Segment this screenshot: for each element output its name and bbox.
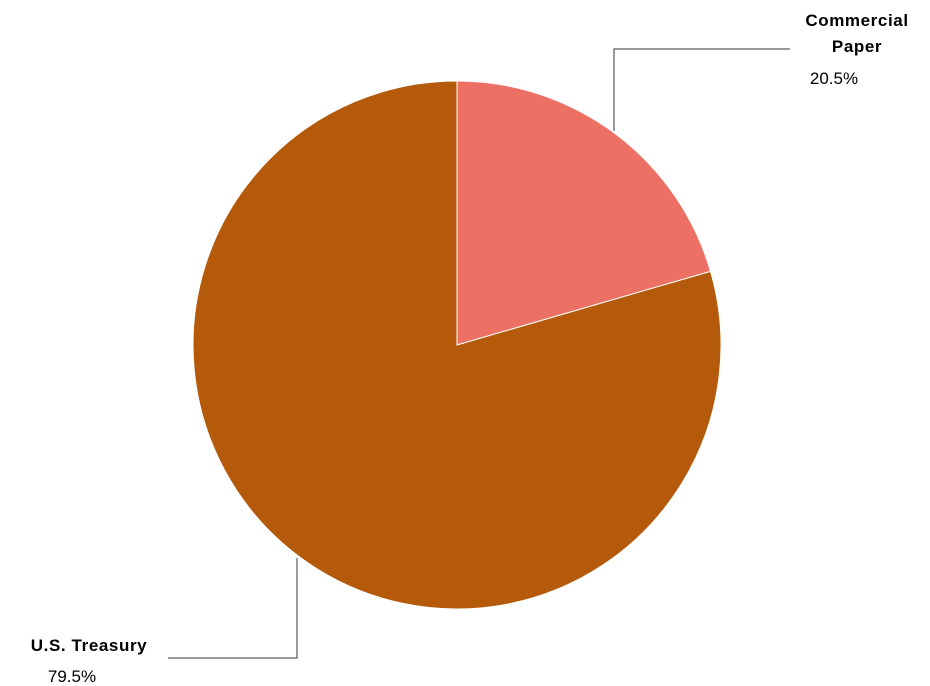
leader-line-us-treasury xyxy=(168,558,298,659)
slice-label-us-treasury: U.S. Treasury xyxy=(31,636,147,655)
pie-slice-commercial-paper xyxy=(456,80,712,346)
pie-slice-u-s-treasury xyxy=(192,80,722,610)
pie-slices xyxy=(192,80,722,610)
slice-value-commercial-paper: 20.5% xyxy=(810,69,858,88)
slice-label-commercial-paper-line1: Commercial xyxy=(805,11,908,30)
leader-line-commercial-paper xyxy=(613,48,790,131)
slice-value-us-treasury: 79.5% xyxy=(48,667,96,686)
slice-label-commercial-paper-line2: Paper xyxy=(832,37,882,56)
